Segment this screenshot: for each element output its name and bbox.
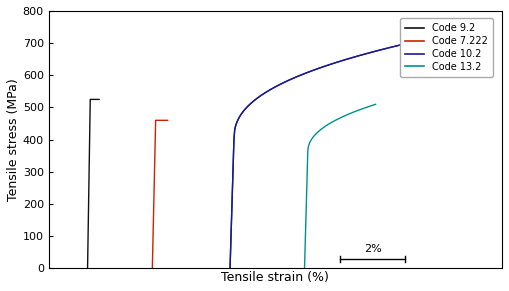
X-axis label: Tensile strain (%): Tensile strain (%)	[221, 271, 329, 284]
Text: 2%: 2%	[363, 244, 381, 254]
Y-axis label: Tensile stress (MPa): Tensile stress (MPa)	[7, 78, 20, 201]
Legend: Code 9.2, Code 7.222, Code 10.2, Code 13.2: Code 9.2, Code 7.222, Code 10.2, Code 13…	[400, 18, 493, 77]
